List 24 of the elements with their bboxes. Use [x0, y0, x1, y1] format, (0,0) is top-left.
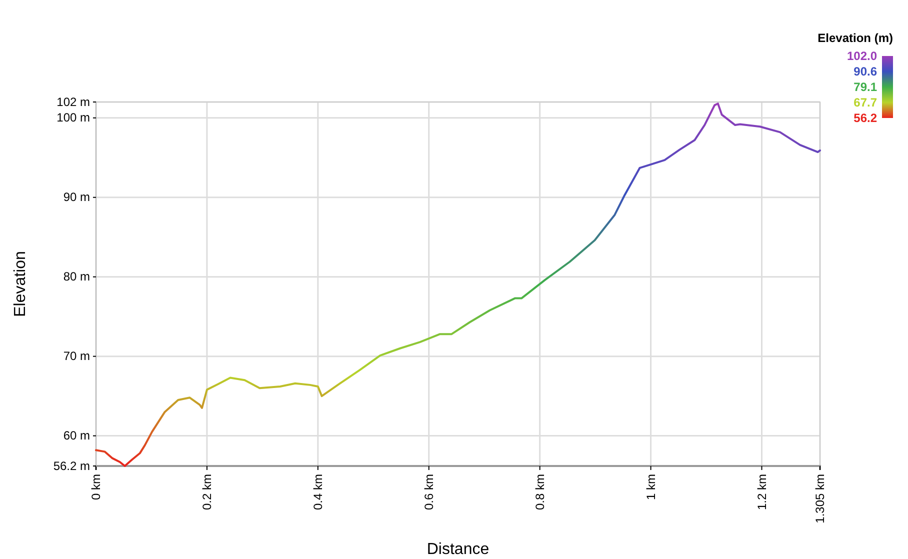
y-axis-title: Elevation: [12, 251, 29, 317]
y-tick-label: 60 m: [63, 428, 90, 443]
x-tick-label: 0.8 km: [533, 474, 548, 510]
color-bar-label: 56.2: [854, 111, 878, 126]
y-tick-label: 80 m: [63, 270, 90, 284]
color-bar-label: 67.7: [854, 96, 878, 110]
x-tick-label: 0 km: [89, 474, 104, 500]
y-tick-label: 90 m: [63, 190, 90, 204]
x-tick-label: 0.6 km: [422, 474, 436, 510]
color-bar-label: 102.0: [846, 49, 878, 64]
y-tick-label: 56.2 m: [53, 458, 90, 473]
y-tick-label: 70 m: [63, 349, 90, 364]
color-bar-title: Elevation (m): [818, 31, 893, 45]
y-tick-label: 102 m: [56, 94, 90, 109]
color-bar-label: 90.6: [854, 64, 878, 79]
x-tick-label: 1.2 km: [754, 474, 769, 510]
x-tick-label: 1.305 km: [813, 474, 828, 524]
line-series: [95, 102, 821, 467]
x-tick-label: 1 km: [644, 474, 658, 500]
x-tick-label: 0.4 km: [311, 474, 326, 510]
x-tick-label: 0.2 km: [200, 474, 214, 510]
x-axis-title: Distance: [426, 541, 490, 558]
color-bar-label: 79.1: [854, 80, 878, 94]
y-tick-label: 100 m: [56, 110, 90, 125]
